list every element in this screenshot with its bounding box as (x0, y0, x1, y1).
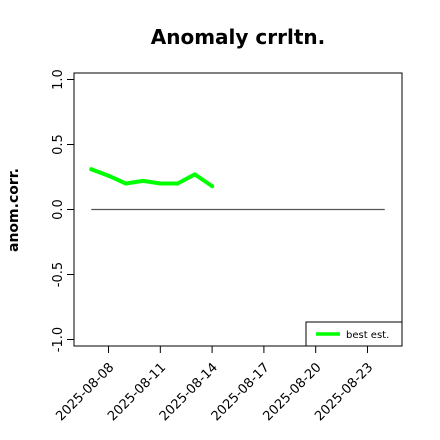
legend-label: best est. (346, 330, 389, 341)
series-layer (89, 167, 215, 189)
y-tick-label: 0.0 (51, 199, 66, 220)
y-tick-label: -0.5 (51, 262, 66, 287)
data-point (123, 181, 128, 186)
data-point (158, 181, 163, 186)
x-axis: 2025-08-082025-08-112025-08-142025-08-17… (53, 346, 376, 424)
y-tick-label: -1.0 (51, 327, 66, 352)
y-axis: -1.0 -0.5 0.0 0.5 1.0 (51, 69, 74, 352)
y-axis-label: anom.corr. (6, 168, 22, 252)
series-line-0 (89, 167, 215, 189)
data-point (89, 167, 94, 172)
chart-title: Anomaly crrltn. (151, 25, 325, 49)
y-tick-label: 0.5 (51, 134, 66, 155)
y-tick-label: 1.0 (51, 69, 66, 90)
data-point (175, 181, 180, 186)
data-point (141, 178, 146, 183)
legend: best est. (305, 321, 403, 347)
data-point (192, 172, 197, 177)
data-point (106, 173, 111, 178)
data-point (210, 184, 215, 189)
